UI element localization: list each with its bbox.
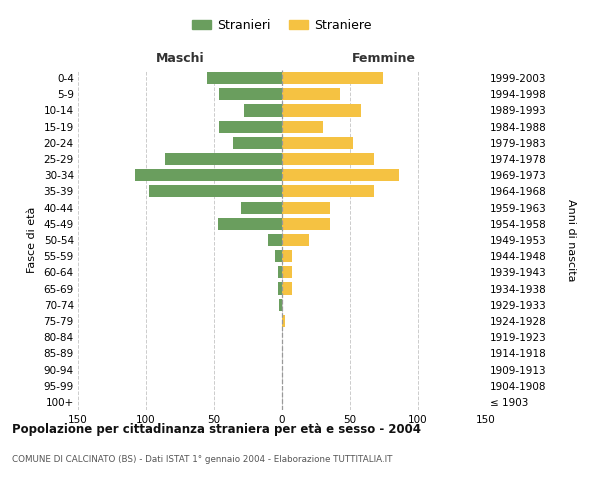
Bar	[282, 88, 340, 101]
Bar	[278, 266, 282, 278]
Bar	[220, 88, 282, 101]
Text: Maschi: Maschi	[155, 52, 205, 65]
Bar	[165, 153, 282, 165]
Bar	[282, 104, 361, 117]
Bar	[282, 120, 323, 132]
Bar	[282, 169, 399, 181]
Bar	[279, 298, 282, 311]
Bar	[244, 104, 282, 117]
Y-axis label: Anni di nascita: Anni di nascita	[566, 198, 577, 281]
Bar	[149, 186, 282, 198]
Text: Femmine: Femmine	[352, 52, 416, 65]
Bar	[218, 218, 282, 230]
Bar	[220, 120, 282, 132]
Bar	[275, 250, 282, 262]
Bar	[282, 186, 374, 198]
Bar	[282, 218, 329, 230]
Bar	[268, 234, 282, 246]
Bar	[233, 137, 282, 149]
Bar	[282, 72, 383, 84]
Bar	[282, 282, 292, 294]
Legend: Stranieri, Straniere: Stranieri, Straniere	[187, 14, 377, 37]
Bar	[282, 266, 292, 278]
Bar	[282, 315, 285, 327]
Bar	[282, 234, 309, 246]
Bar	[135, 169, 282, 181]
Bar	[278, 282, 282, 294]
Text: Popolazione per cittadinanza straniera per età e sesso - 2004: Popolazione per cittadinanza straniera p…	[12, 422, 421, 436]
Bar	[282, 137, 353, 149]
Bar	[282, 202, 329, 213]
Bar	[207, 72, 282, 84]
Bar	[282, 153, 374, 165]
Bar	[241, 202, 282, 213]
Text: COMUNE DI CALCINATO (BS) - Dati ISTAT 1° gennaio 2004 - Elaborazione TUTTITALIA.: COMUNE DI CALCINATO (BS) - Dati ISTAT 1°…	[12, 455, 392, 464]
Bar	[282, 250, 292, 262]
Y-axis label: Fasce di età: Fasce di età	[26, 207, 37, 273]
